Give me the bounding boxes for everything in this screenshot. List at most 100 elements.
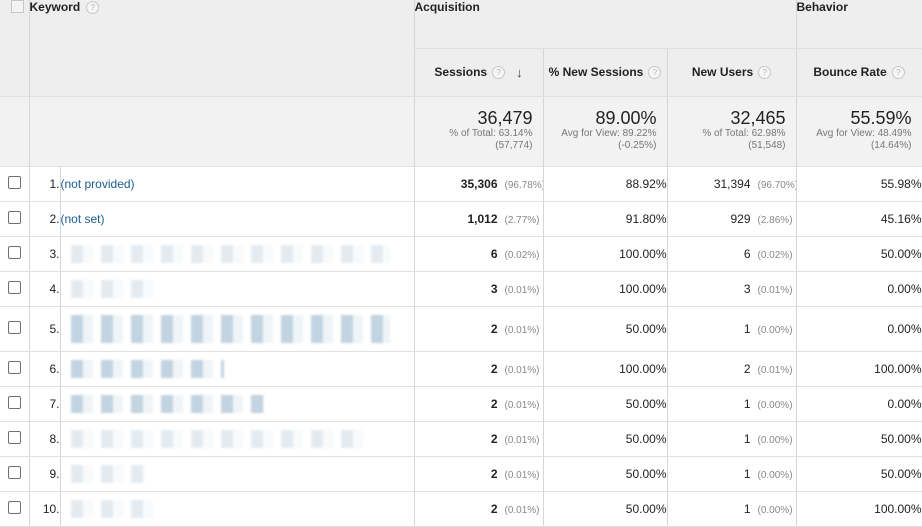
- bounce-rate-cell: 100.00%: [796, 351, 922, 387]
- new-users-share: (0.00%): [757, 469, 793, 481]
- row-checkbox-cell: [0, 456, 30, 492]
- row-checkbox-cell: [0, 351, 30, 387]
- total-new-users-share: % of Total: 62.98%: [702, 127, 786, 139]
- totals-row: 36,479 % of Total: 63.14% (57,774) 89.00…: [0, 96, 922, 167]
- bounce-rate-cell: 50.00%: [796, 456, 922, 492]
- row-index: 3.: [29, 236, 61, 272]
- row-index: 9.: [29, 456, 61, 492]
- table-row: 8. 2 (0.01%) 50.00% 1 (0.00%) 50.00%: [0, 421, 922, 457]
- redacted-keyword[interactable]: [70, 314, 390, 343]
- row-checkbox[interactable]: [8, 245, 21, 259]
- new-sessions-cell: 88.92%: [543, 166, 668, 202]
- new-users-cell: 1 (0.00%): [667, 386, 797, 422]
- sort-descending-icon[interactable]: ↓: [516, 64, 523, 80]
- select-all-checkbox[interactable]: [11, 0, 25, 13]
- row-checkbox[interactable]: [8, 465, 21, 479]
- row-checkbox-cell: [0, 491, 30, 527]
- sessions-value: 6: [490, 246, 498, 261]
- new-sessions-cell: 91.80%: [543, 201, 668, 237]
- new-users-column-header[interactable]: New Users ?: [667, 48, 797, 97]
- row-index: 6.: [29, 351, 61, 387]
- total-sessions-share: % of Total: 63.14%: [449, 127, 533, 139]
- redacted-keyword[interactable]: [70, 499, 154, 518]
- redacted-keyword[interactable]: [70, 359, 224, 378]
- new-users-share: (0.01%): [757, 364, 793, 376]
- bounce-rate-cell: 55.98%: [796, 166, 922, 202]
- redacted-keyword[interactable]: [70, 279, 154, 298]
- row-checkbox[interactable]: [8, 430, 21, 444]
- new-users-share: (0.00%): [757, 324, 793, 336]
- behavior-group-header: Behavior: [796, 0, 922, 49]
- bounce-rate-help-icon[interactable]: ?: [891, 65, 905, 79]
- sessions-value: 2: [490, 431, 498, 446]
- total-new-sessions-avg: Avg for View: 89.22%: [561, 127, 657, 139]
- sessions-share: (96.78%): [504, 179, 543, 191]
- row-checkbox[interactable]: [8, 210, 21, 224]
- keyword-help-icon[interactable]: ?: [86, 0, 100, 14]
- sessions-share: (0.01%): [504, 324, 540, 336]
- new-users-cell: 6 (0.02%): [667, 236, 797, 272]
- keyword-cell: (not set): [60, 201, 415, 237]
- sessions-cell: 2 (0.01%): [414, 351, 544, 387]
- sessions-value: 2: [490, 321, 498, 336]
- keyword-column-header[interactable]: Keyword ?: [29, 0, 415, 97]
- new-sessions-cell: 50.00%: [543, 386, 668, 422]
- redacted-keyword[interactable]: [70, 244, 390, 263]
- new-users-cell: 3 (0.01%): [667, 271, 797, 307]
- table-row: 9. 2 (0.01%) 50.00% 1 (0.00%) 50.00%: [0, 456, 922, 492]
- row-index: 2.: [29, 201, 61, 237]
- new-sessions-header-label: % New Sessions: [548, 65, 644, 79]
- row-checkbox-cell: [0, 421, 30, 457]
- new-sessions-cell: 50.00%: [543, 306, 668, 352]
- keyword-link[interactable]: (not provided): [60, 176, 135, 191]
- new-users-share: (0.00%): [757, 504, 793, 516]
- new-users-cell: 1 (0.00%): [667, 306, 797, 352]
- row-checkbox[interactable]: [8, 395, 21, 409]
- row-checkbox[interactable]: [8, 500, 21, 514]
- redacted-keyword[interactable]: [70, 394, 264, 413]
- new-sessions-cell: 100.00%: [543, 351, 668, 387]
- keyword-cell: [60, 351, 415, 387]
- new-sessions-help-icon[interactable]: ?: [648, 65, 662, 79]
- select-all-cell: [0, 0, 30, 97]
- redacted-keyword[interactable]: [70, 464, 144, 483]
- redacted-keyword[interactable]: [70, 429, 364, 448]
- sessions-value: 35,306: [460, 176, 498, 191]
- new-users-value: 3: [743, 281, 751, 296]
- new-users-share: (0.00%): [757, 434, 793, 446]
- sessions-cell: 2 (0.01%): [414, 386, 544, 422]
- totals-new-users-cell: 32,465 % of Total: 62.98% (51,548): [667, 96, 797, 167]
- new-users-value: 6: [743, 246, 751, 261]
- sessions-header-label: Sessions: [434, 65, 488, 79]
- row-index: 8.: [29, 421, 61, 457]
- sessions-column-header[interactable]: Sessions ? ↓: [414, 48, 544, 97]
- total-bounce-rate-avg: Avg for View: 48.49%: [816, 127, 912, 139]
- row-index: 5.: [29, 306, 61, 352]
- bounce-rate-column-header[interactable]: Bounce Rate ?: [796, 48, 922, 97]
- keyword-link[interactable]: (not set): [60, 211, 105, 226]
- bounce-rate-cell: 100.00%: [796, 491, 922, 527]
- new-users-header-label: New Users: [691, 65, 754, 79]
- totals-blank-cell: [0, 96, 30, 167]
- new-users-share: (0.01%): [757, 284, 793, 296]
- acquisition-group-header: Acquisition: [414, 0, 797, 49]
- row-checkbox[interactable]: [8, 280, 21, 294]
- new-sessions-column-header[interactable]: % New Sessions ?: [543, 48, 668, 97]
- new-users-help-icon[interactable]: ?: [758, 65, 772, 79]
- row-checkbox[interactable]: [8, 360, 21, 374]
- keyword-cell: [60, 306, 415, 352]
- sessions-share: (0.01%): [504, 504, 540, 516]
- row-checkbox[interactable]: [8, 175, 21, 189]
- total-bounce-rate-delta: (14.64%): [870, 139, 912, 151]
- sessions-cell: 35,306 (96.78%): [414, 166, 544, 202]
- new-users-cell: 1 (0.00%): [667, 421, 797, 457]
- sessions-help-icon[interactable]: ?: [492, 65, 506, 79]
- sessions-share: (2.77%): [504, 214, 540, 226]
- table-row: 2. (not set) 1,012 (2.77%) 91.80% 929 (2.8…: [0, 201, 922, 237]
- new-sessions-cell: 100.00%: [543, 236, 668, 272]
- row-checkbox[interactable]: [8, 320, 21, 334]
- bounce-rate-cell: 0.00%: [796, 386, 922, 422]
- sessions-cell: 2 (0.01%): [414, 306, 544, 352]
